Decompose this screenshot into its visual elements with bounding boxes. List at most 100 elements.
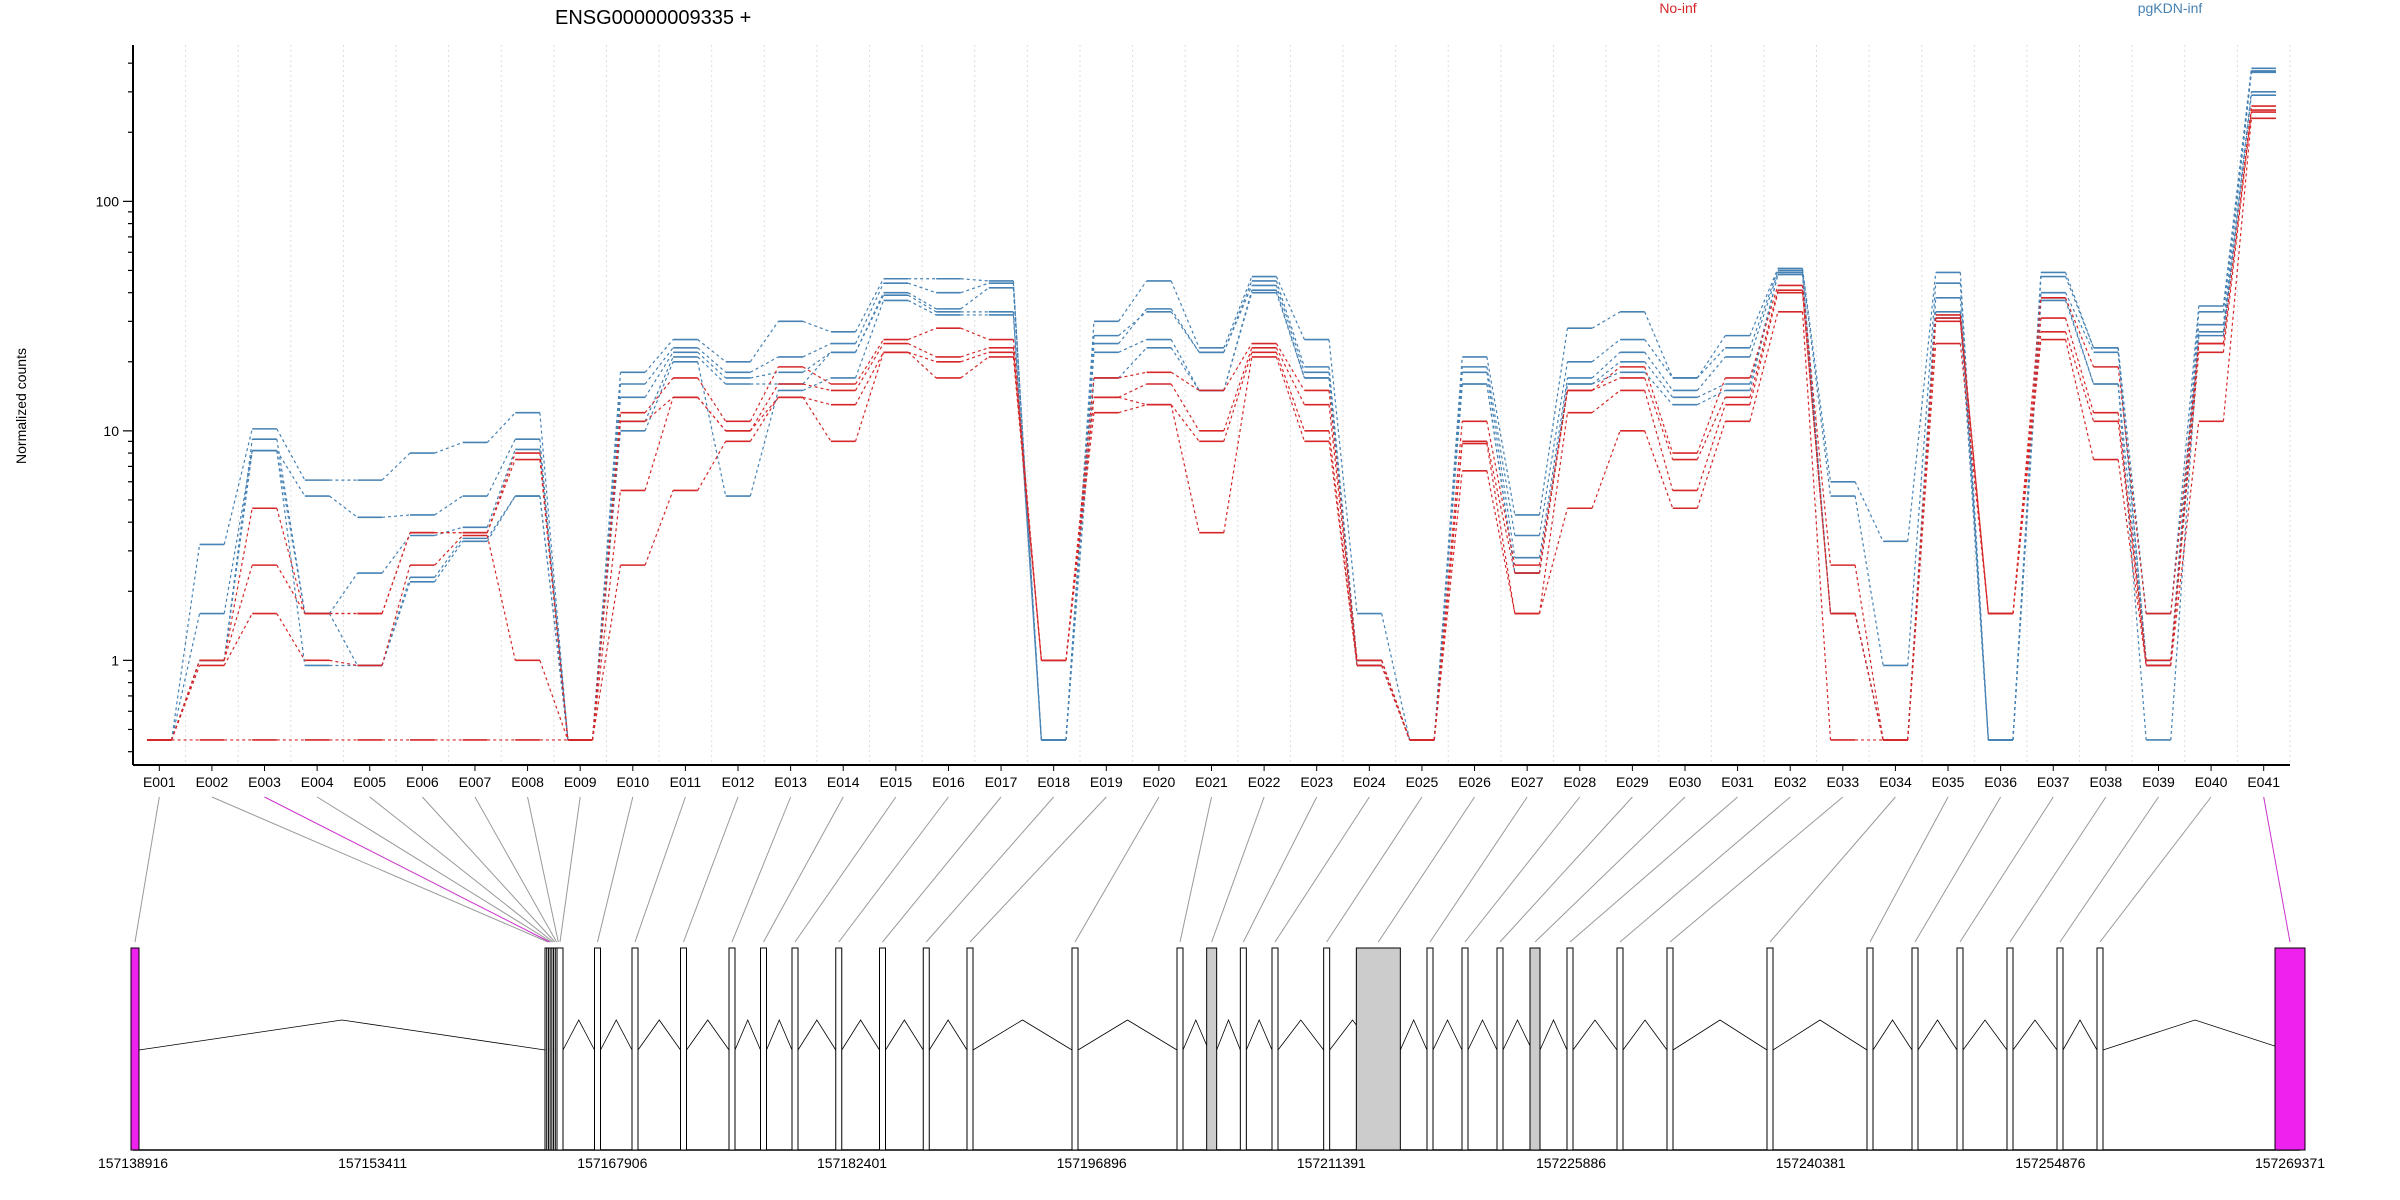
intron-line [1077, 1019, 1178, 1051]
series-connector [223, 508, 253, 661]
series-connector [1538, 361, 1569, 536]
genomic-coordinate-label: 157225886 [1536, 1155, 1606, 1171]
series-connector [1644, 390, 1674, 491]
intron-line [562, 1019, 595, 1051]
series-connector [223, 450, 253, 661]
series-connector [1328, 404, 1358, 661]
intron-line [734, 1018, 761, 1051]
series-connector [381, 535, 411, 574]
series-connector [328, 572, 358, 614]
series-connector [1065, 377, 1095, 661]
series-connector [1486, 441, 1516, 574]
exon-connector [2099, 796, 2212, 943]
series-connector [644, 347, 674, 385]
x-tick-label: E017 [985, 774, 1018, 790]
series-connector [1118, 383, 1147, 398]
exon-block [728, 947, 736, 1151]
exon-connector [683, 796, 739, 943]
exon-connector [2059, 796, 2159, 943]
series-connector [1644, 430, 1674, 509]
x-tick-label: E031 [1721, 774, 1754, 790]
series-connector [1538, 383, 1569, 574]
genomic-coordinate-label: 157138916 [98, 1155, 168, 1171]
series-connector [539, 495, 569, 741]
series-connector [1907, 283, 1937, 666]
series-connector [1801, 290, 1832, 614]
series-connector [1749, 285, 1779, 379]
x-tick-label: E027 [1511, 774, 1544, 790]
series-No-inf [147, 109, 2276, 741]
series-connector [749, 390, 779, 497]
intron-line [972, 1019, 1073, 1051]
series-connector [1644, 339, 1674, 379]
exon-connector [1769, 796, 1896, 943]
series-connector [591, 397, 622, 740]
x-tick-label: E030 [1669, 774, 1702, 790]
genomic-coordinate-label: 157153411 [338, 1155, 407, 1171]
series-connector [2064, 331, 2095, 422]
intron-line [1432, 1019, 1463, 1051]
intron-line [841, 1019, 880, 1051]
series-connector [644, 339, 674, 373]
series-connector [697, 351, 727, 379]
series-connector [1170, 404, 1200, 533]
series-connector [1275, 292, 1305, 379]
series-connector [1223, 285, 1253, 353]
series-connector [1486, 421, 1516, 566]
series-connector [1749, 274, 1779, 391]
intron-line [1245, 1018, 1273, 1051]
intron-line [2012, 1019, 2058, 1051]
series-connector [2012, 297, 2042, 614]
exon-connector [527, 796, 559, 943]
x-tick-label: E036 [1984, 774, 2017, 790]
series-connector [2065, 297, 2095, 368]
series-connector [1749, 270, 1779, 349]
series-connector [1275, 285, 1305, 373]
x-tick-label: E026 [1458, 774, 1491, 790]
series-connector [1065, 321, 1095, 740]
exon-block [1911, 947, 1919, 1151]
series-connector [1696, 377, 1726, 454]
series-connector [907, 294, 937, 313]
series-connector [2170, 343, 2200, 614]
series-connector [1118, 396, 1147, 406]
exon-connector [1669, 796, 1844, 943]
series-connector [223, 613, 253, 666]
series-connector [486, 495, 516, 542]
series-connector [1538, 412, 1569, 614]
exon-connector [316, 796, 552, 943]
exon-connector [1914, 796, 2002, 943]
x-tick-label: E011 [670, 774, 702, 790]
series-connector [1486, 366, 1516, 536]
x-tick-label: E033 [1826, 774, 1859, 790]
series-pgKDN-inf [147, 91, 2276, 741]
x-tick-label: E035 [1932, 774, 1965, 790]
exon-block [1323, 947, 1331, 1151]
x-tick-label: E014 [827, 774, 860, 790]
legend-entry-no-inf: No-inf [1659, 0, 1696, 16]
series-connector [434, 538, 464, 578]
exon-block [2056, 947, 2064, 1151]
series-connector [1275, 356, 1305, 442]
series-connector [2170, 421, 2200, 666]
series-connector [2222, 72, 2252, 325]
series-connector [960, 327, 989, 341]
series-connector [1907, 321, 1937, 740]
series-connector [1118, 371, 1147, 379]
exon-block [1239, 947, 1247, 1151]
intron-line [2102, 1019, 2288, 1051]
series-connector [697, 347, 727, 373]
series-pgKDN-inf [147, 94, 2276, 741]
intron-line [1917, 1019, 1958, 1051]
series-connector [329, 659, 358, 667]
series-pgKDN-inf [147, 71, 2276, 741]
series-connector [223, 439, 253, 661]
series-connector [486, 495, 516, 539]
intron-line [1872, 1019, 1913, 1051]
x-tick-label: E010 [616, 774, 649, 790]
series-connector [2064, 339, 2095, 460]
exon-block [556, 947, 564, 1151]
series-connector [2170, 343, 2200, 661]
series-connector [1854, 481, 1884, 542]
exon-block [1206, 947, 1218, 1151]
